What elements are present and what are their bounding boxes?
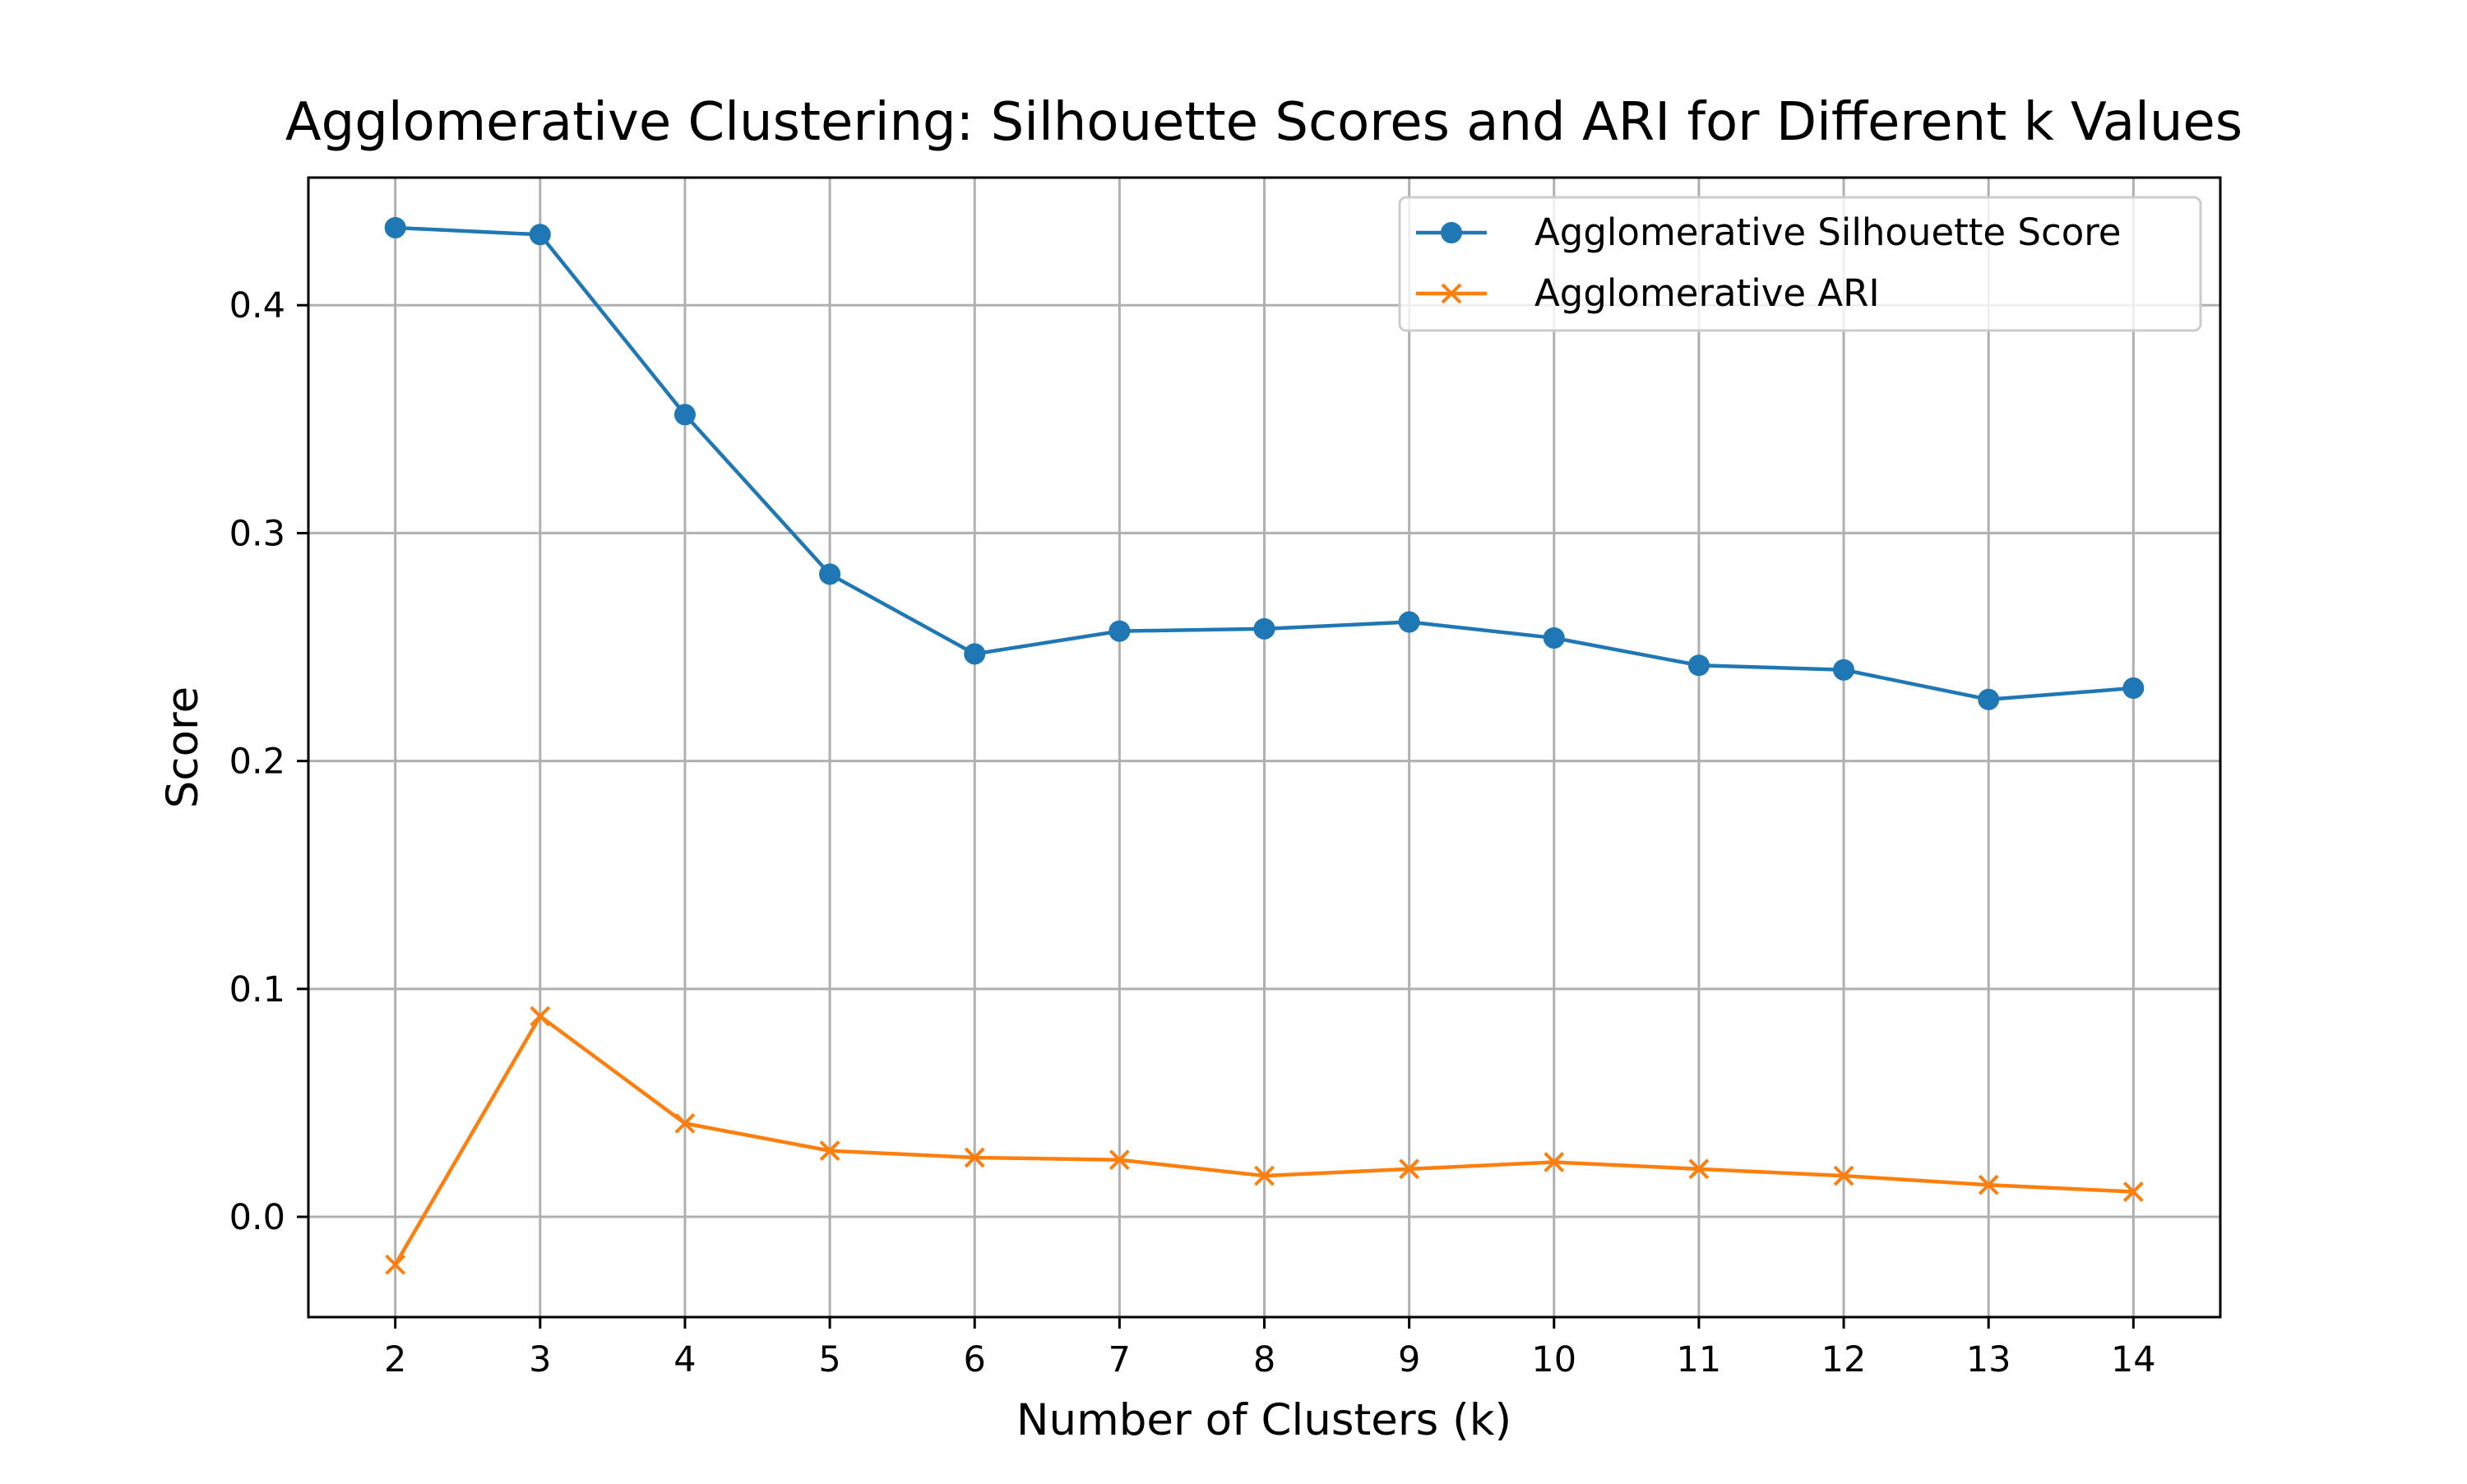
y-tick-label: 0.3 bbox=[229, 513, 285, 554]
data-point-ari bbox=[1399, 1158, 1420, 1180]
x-tick-label: 10 bbox=[1531, 1339, 1576, 1380]
series-layer bbox=[384, 216, 2145, 1275]
legend-marker-point bbox=[1441, 283, 1462, 304]
data-point-ari bbox=[964, 1147, 985, 1168]
ticks: 2 3 4 5 6 7 8 9 10 11 12 13 14 0.0 0.1 0.2 0.3 0.4 bbox=[229, 285, 2156, 1380]
legend-label-ari: Agglomerative ARI bbox=[1534, 271, 1880, 315]
y-tick-label: 0.2 bbox=[229, 742, 285, 783]
data-point-ari bbox=[819, 1140, 840, 1162]
data-point-silhouette bbox=[1109, 620, 1131, 642]
x-axis-label: Number of Clusters (k) bbox=[1016, 1395, 1511, 1445]
x-tick-label: 9 bbox=[1398, 1339, 1420, 1380]
x-tick-label: 6 bbox=[964, 1339, 986, 1380]
data-point-silhouette bbox=[1833, 659, 1855, 681]
x-tick-label: 13 bbox=[1966, 1339, 2011, 1380]
data-point-silhouette bbox=[1253, 617, 1275, 640]
data-point-ari bbox=[1688, 1158, 1710, 1180]
x-tick-label: 14 bbox=[2111, 1339, 2156, 1380]
data-point-silhouette bbox=[1687, 654, 1710, 677]
legend-marker-point bbox=[1441, 222, 1462, 243]
x-tick-label: 5 bbox=[818, 1339, 840, 1380]
y-tick-label: 0.1 bbox=[229, 969, 285, 1010]
x-tick-label: 11 bbox=[1677, 1339, 1722, 1380]
legend-marker-silhouette bbox=[1441, 222, 1462, 243]
data-point-silhouette bbox=[819, 563, 841, 585]
legend-label-silhouette: Agglomerative Silhouette Score bbox=[1534, 210, 2121, 254]
chart-title: Agglomerative Clustering: Silhouette Sco… bbox=[285, 92, 2243, 153]
data-point-silhouette bbox=[1398, 611, 1420, 633]
legend-box bbox=[1398, 196, 2202, 332]
y-tick-label: 0.0 bbox=[229, 1197, 285, 1238]
x-tick-label: 4 bbox=[673, 1339, 696, 1380]
data-point-ari bbox=[385, 1254, 406, 1275]
legend-marker-ari bbox=[1441, 283, 1462, 304]
data-point-silhouette bbox=[2122, 677, 2145, 699]
data-point-ari bbox=[1254, 1165, 1275, 1186]
data-point-silhouette bbox=[673, 404, 696, 426]
x-tick-label: 8 bbox=[1253, 1339, 1275, 1380]
data-point-silhouette bbox=[1543, 626, 1565, 649]
data-point-ari bbox=[1544, 1152, 1565, 1172]
x-tick-label: 7 bbox=[1109, 1339, 1131, 1380]
data-point-silhouette bbox=[1978, 688, 2000, 710]
data-point-ari bbox=[674, 1112, 696, 1134]
data-point-ari bbox=[1978, 1174, 1999, 1195]
series-ari bbox=[385, 1006, 2144, 1275]
data-point-silhouette bbox=[529, 224, 551, 246]
data-point-ari bbox=[1109, 1149, 1130, 1171]
data-point-silhouette bbox=[964, 643, 986, 665]
series-silhouette bbox=[384, 216, 2145, 710]
data-point-ari bbox=[530, 1006, 551, 1027]
x-tick-label: 12 bbox=[1821, 1339, 1867, 1380]
y-axis-label: Score bbox=[158, 687, 208, 808]
x-tick-label: 2 bbox=[384, 1339, 406, 1380]
x-tick-label: 3 bbox=[529, 1339, 551, 1380]
data-point-silhouette bbox=[384, 216, 406, 238]
data-point-ari bbox=[2122, 1181, 2144, 1202]
y-tick-label: 0.4 bbox=[229, 285, 285, 326]
legend: Agglomerative Silhouette Score Agglomera… bbox=[1398, 196, 2202, 332]
grid bbox=[308, 178, 2220, 1317]
data-point-ari bbox=[1833, 1165, 1854, 1186]
